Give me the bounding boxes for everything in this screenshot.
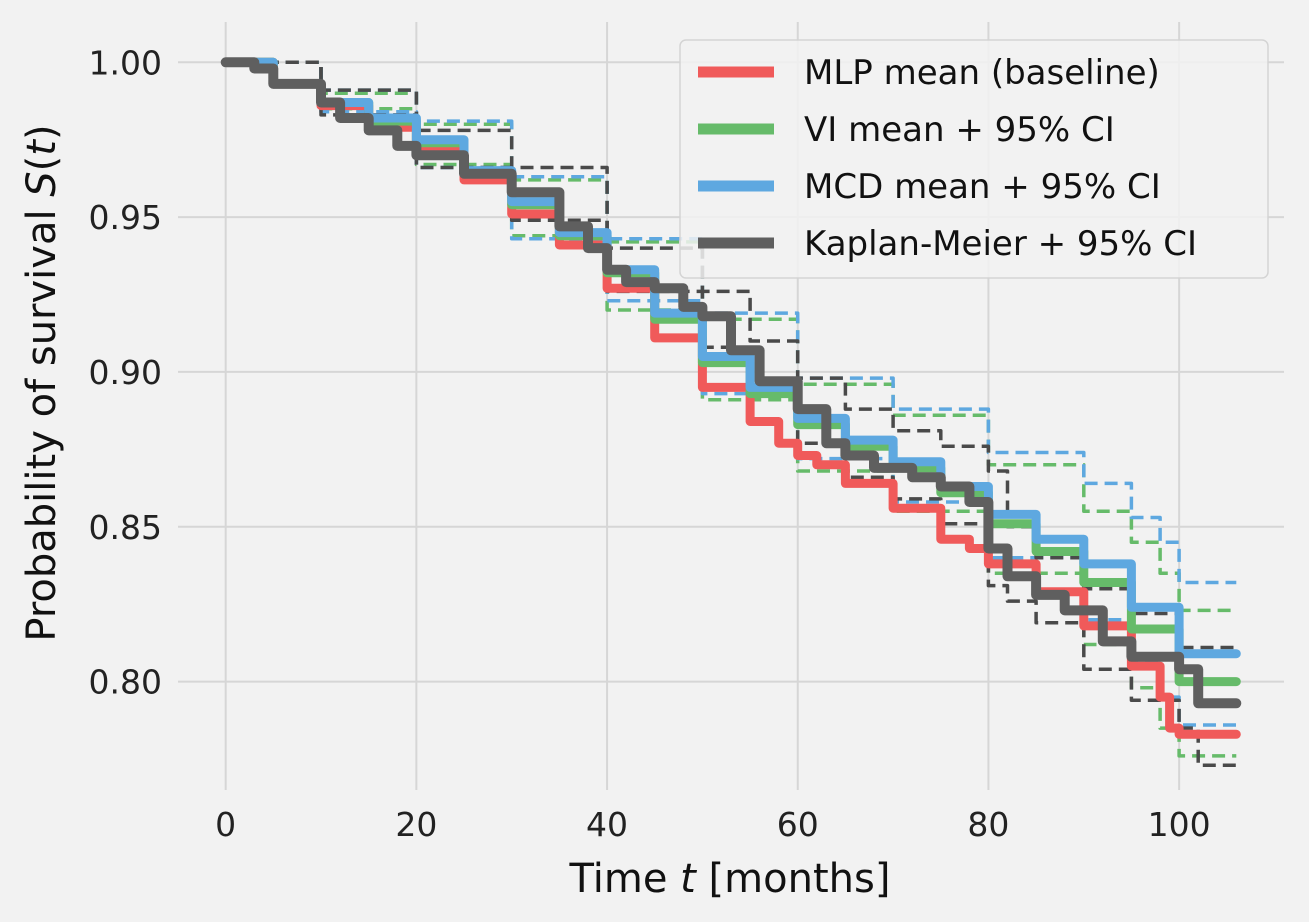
series-line-mcd [221, 57, 1241, 659]
series-line-kaplan-meier [220, 57, 1242, 709]
legend-label-mcd: MCD mean + 95% CI [804, 167, 1161, 207]
y-axis-label: Probability of survival S(t) [19, 124, 65, 641]
series-layer [220, 57, 1242, 767]
legend-label-mlp: MLP mean (baseline) [804, 53, 1160, 93]
tick-labels: 0 20 40 60 80 100 0.80 0.85 0.90 0.95 1.00 [89, 43, 1211, 844]
y-tick-label: 0.85 [89, 508, 162, 547]
x-tick-label: 100 [1148, 805, 1211, 844]
x-tick-label: 80 [967, 805, 1009, 844]
legend: MLP mean (baseline) VI mean + 95% CI MCD… [679, 39, 1269, 279]
x-tick-label: 0 [215, 805, 236, 844]
y-tick-label: 0.95 [89, 198, 162, 237]
ci-bound-line [225, 60, 1237, 585]
x-tick-label: 60 [777, 805, 819, 844]
legend-label-km: Kaplan-Meier + 95% CI [804, 224, 1197, 264]
y-tick-label: 0.90 [89, 353, 162, 392]
x-axis-label: Time t [months] [569, 856, 891, 902]
x-tick-label: 20 [395, 805, 437, 844]
legend-label-vi: VI mean + 95% CI [804, 110, 1115, 150]
x-tick-label: 40 [586, 805, 628, 844]
y-tick-label: 1.00 [89, 43, 162, 82]
y-tick-label: 0.80 [89, 663, 162, 702]
legend-box [679, 39, 1269, 279]
